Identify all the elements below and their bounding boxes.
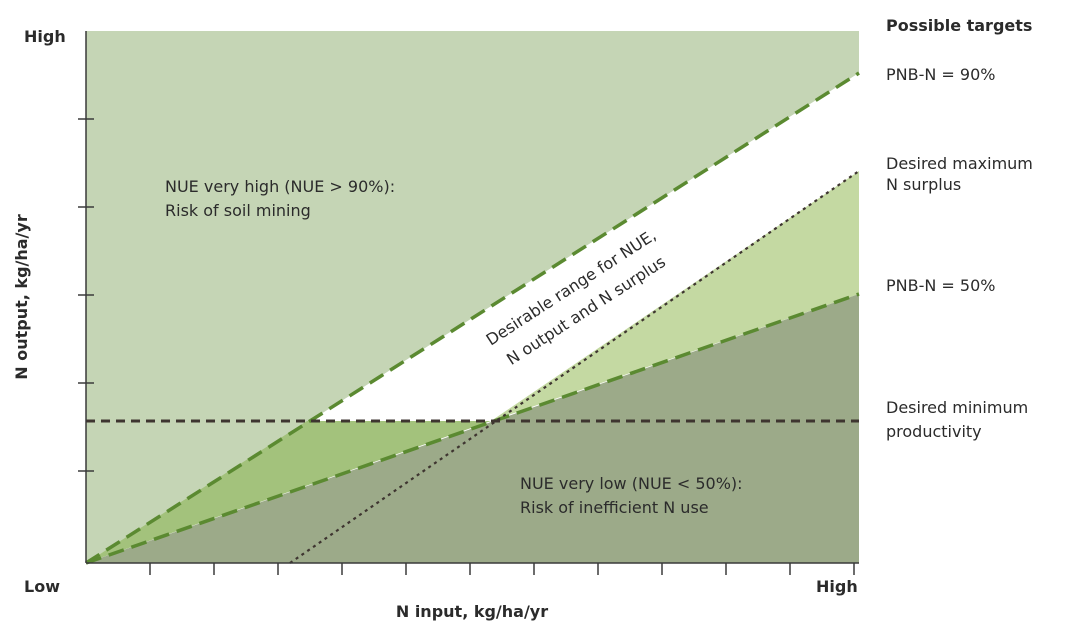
y-ticks xyxy=(78,118,94,472)
target-pnb-50: PNB-N = 50% xyxy=(886,276,995,295)
target-min-productivity-line2: productivity xyxy=(886,422,982,441)
max-surplus-line xyxy=(289,170,860,564)
y-axis-title: N output, kg/ha/yr xyxy=(12,214,31,380)
target-pnb-90: PNB-N = 90% xyxy=(886,65,995,84)
x-low-label: Low xyxy=(24,577,60,596)
x-high-label: High xyxy=(816,577,858,596)
target-max-surplus-line1: Desired maximum xyxy=(886,154,1033,173)
very-low-label-line1: NUE very low (NUE < 50%): xyxy=(520,474,743,493)
y-high-label: High xyxy=(24,27,66,46)
very-low-label-line2: Risk of inefficient N use xyxy=(520,498,709,517)
pnb-90-line xyxy=(85,71,860,565)
very-high-label-line2: Risk of soil mining xyxy=(165,201,311,220)
very-high-label-line1: NUE very high (NUE > 90%): xyxy=(165,177,395,196)
x-axis-title: N input, kg/ha/yr xyxy=(396,602,548,621)
pnb-50-line xyxy=(85,292,860,565)
region-very-high-nue xyxy=(86,31,859,563)
region-light-green-band xyxy=(491,171,859,421)
targets-heading: Possible targets xyxy=(886,16,1032,35)
x-ticks xyxy=(149,563,855,575)
target-max-surplus-line2: N surplus xyxy=(886,175,961,194)
target-min-productivity-line1: Desired minimum xyxy=(886,398,1028,417)
